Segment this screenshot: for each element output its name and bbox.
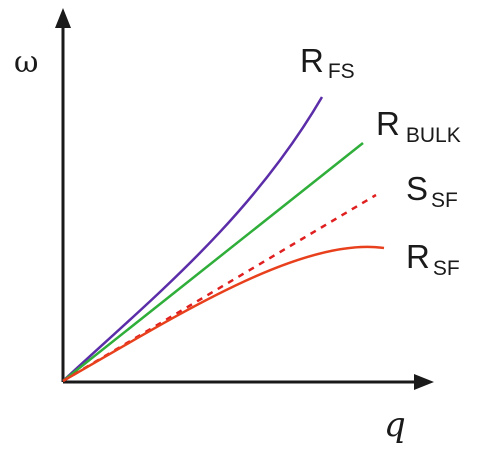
- label-r-fs-sub: FS: [328, 60, 355, 83]
- label-s-sf-sub: SF: [431, 189, 458, 212]
- label-r-fs: R FS: [300, 42, 355, 83]
- curve-r-fs: [62, 96, 324, 382]
- curve-r-sf: [62, 245, 385, 383]
- label-r-sf-main: R: [406, 238, 430, 275]
- x-axis-label: q: [384, 405, 406, 445]
- y-axis-label: ω: [14, 45, 38, 80]
- label-s-sf-main: S: [406, 170, 428, 207]
- y-axis-arrowhead: [55, 8, 71, 28]
- label-r-bulk: R BULK: [376, 105, 461, 147]
- label-r-bulk-main: R: [376, 105, 400, 142]
- label-r-sf: R SF: [406, 238, 460, 280]
- label-s-sf: S SF: [406, 170, 458, 212]
- label-r-fs-main: R: [300, 42, 324, 79]
- curve-r-bulk: [62, 142, 364, 382]
- label-r-sf-sub: SF: [433, 257, 460, 280]
- label-r-bulk-sub: BULK: [406, 124, 461, 147]
- x-axis-arrowhead: [414, 374, 434, 390]
